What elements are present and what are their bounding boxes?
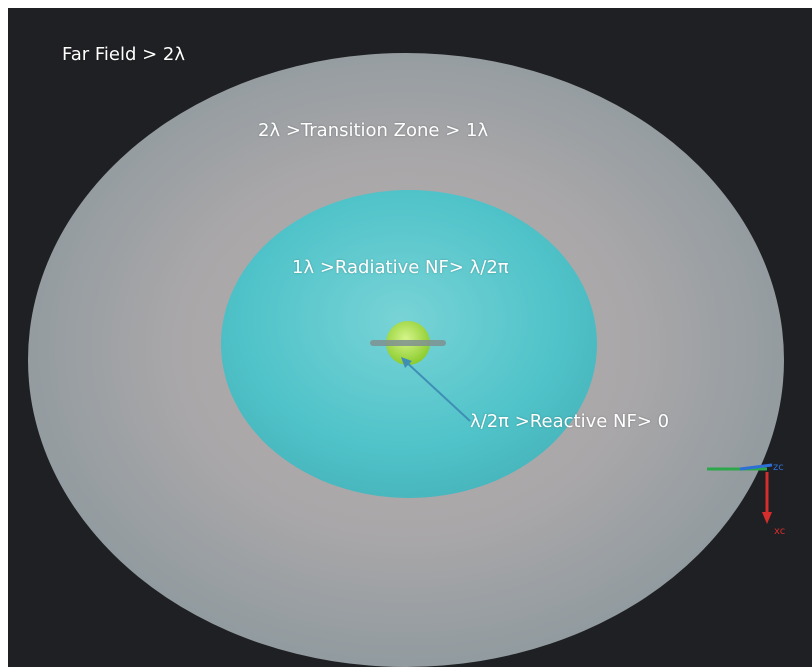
axis-triad: zc xc: [707, 462, 785, 537]
axis-x-arrowhead: [762, 512, 772, 524]
radiative-near-field-label: 1λ >Radiative NF> λ/2π: [292, 257, 509, 278]
reactive-pointer-arrowhead: [401, 357, 412, 368]
axis-z-label: zc: [773, 462, 784, 473]
axis-x-label: xc: [774, 526, 785, 537]
reactive-pointer-line: [403, 359, 471, 422]
far-field-label: Far Field > 2λ: [62, 44, 186, 65]
transition-zone-label: 2λ >Transition Zone > 1λ: [258, 120, 489, 141]
reactive-near-field-label: λ/2π >Reactive NF> 0: [470, 411, 670, 432]
core-band: [370, 340, 446, 346]
axis-z-line: [739, 463, 773, 471]
